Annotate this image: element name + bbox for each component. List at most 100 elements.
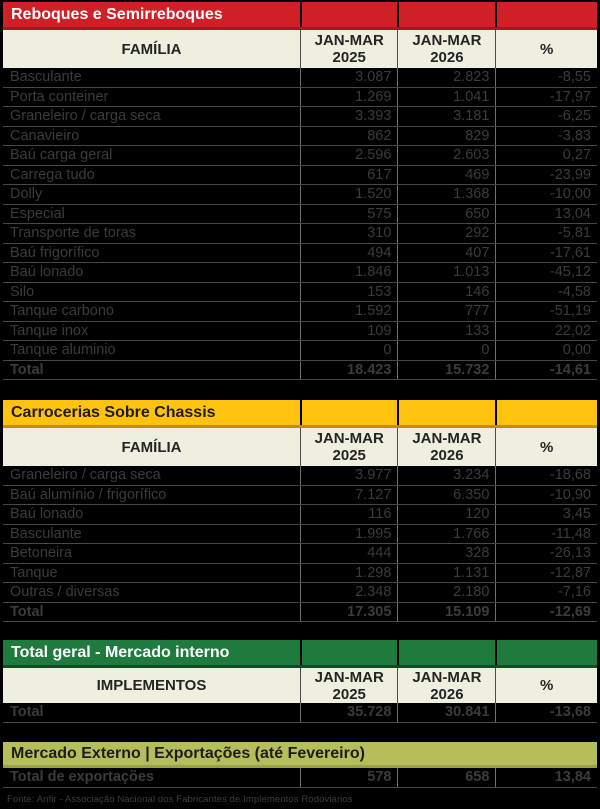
section-gap [3,622,597,640]
jan-mar-2026-column-header: JAN-MAR 2026 [397,428,495,466]
table-row: Outras / diversas 2.348 2.180 -7,16 [3,583,597,603]
value-2026: 650 [397,204,495,223]
value-2026: 328 [397,544,495,563]
section-header-band: Mercado Externo | Exportações (até Fever… [3,741,597,768]
value-percent: -5,81 [495,224,597,243]
table-row: Canavieiro 862 829 -3,83 [3,126,597,146]
table-row: Tanque carbono 1.592 777 -51,19 [3,302,597,322]
value-percent: -45,12 [495,263,597,282]
percent-column-header: % [495,30,597,68]
value-percent: -12,69 [495,602,597,621]
value-percent: 13,84 [495,767,597,787]
value-2025: 109 [300,321,397,340]
value-2025: 1.592 [300,302,397,321]
row-label: Basculante [10,69,82,85]
jan-mar-2026-column-header: JAN-MAR 2026 [397,668,495,703]
table-row: Total 35.728 30.841 -13,68 [3,703,597,723]
value-percent: -4,58 [495,282,597,301]
value-2025: 2.348 [300,583,397,602]
value-2025: 35.728 [300,703,397,722]
value-2026: 2.603 [397,146,495,165]
row-label: Betoneira [10,545,73,561]
value-percent: 0,00 [495,341,597,360]
band-spacer-cell [397,400,495,425]
table-row: Total 17.305 15.109 -12,69 [3,602,597,622]
table-row: Graneleiro / carga seca 3.977 3.234 -18,68 [3,466,597,486]
jan-mar-2025-column-header: JAN-MAR 2025 [300,428,397,466]
table-body: Total 35.728 30.841 -13,68 [3,703,597,723]
row-label: Carrega tudo [10,166,95,183]
value-2025: 862 [300,126,397,145]
value-2026: 146 [397,282,495,301]
table-row: Betoneira 444 328 -26,13 [3,544,597,564]
value-2025: 18.423 [300,360,397,379]
value-2026: 1.766 [397,524,495,543]
table-row: Porta conteiner 1.269 1.041 -17,97 [3,87,597,107]
row-label: Outras / diversas [10,584,120,600]
section-header-band: Reboques e Semirreboques [3,2,597,30]
band-spacer-cell [300,2,397,27]
table-row: Total de exportações 578 658 13,84 [3,767,597,788]
column-header-row: FAMÍLIA JAN-MAR 2025 JAN-MAR 2026 % [3,30,597,68]
value-2025: 1.298 [300,563,397,582]
table-row: Silo 153 146 -4,58 [3,282,597,302]
table-body: Total de exportações 578 658 13,84 [3,767,597,788]
value-2025: 575 [300,204,397,223]
value-percent: 22,02 [495,321,597,340]
value-percent: 0,27 [495,146,597,165]
value-2026: 292 [397,224,495,243]
section-header-band: Carrocerias Sobre Chassis [3,400,597,428]
section-carrocerias-sobre-chassis: Carrocerias Sobre Chassis FAMÍLIA JAN-MA… [3,400,597,622]
value-2025: 7.127 [300,485,397,504]
value-2026: 658 [397,767,495,787]
value-2026: 469 [397,165,495,184]
value-2025: 17.305 [300,602,397,621]
value-2026: 3.234 [397,466,495,485]
row-label: Tanque inox [10,322,89,339]
section-title: Carrocerias Sobre Chassis [11,404,216,421]
section-reboques-e-semirreboques: Reboques e Semirreboques FAMÍLIA JAN-MAR… [3,2,597,380]
value-2025: 444 [300,544,397,563]
row-label: Baú lonado [10,264,84,280]
value-2025: 1.520 [300,185,397,204]
band-spacer-cell [397,2,495,27]
row-label: Baú carga geral [10,147,113,163]
table-body: Basculante 3.087 2.823 -8,55 Porta conteiner… [3,68,597,380]
section-gap [3,380,597,400]
row-label: Tanque [10,564,58,581]
row-label: Porta conteiner [10,88,109,105]
value-percent: -10,00 [495,185,597,204]
family-column-header: FAMÍLIA [121,438,182,456]
value-percent: -10,90 [495,485,597,504]
percent-column-header: % [495,668,597,703]
value-2026: 2.180 [397,583,495,602]
row-label: Total [10,603,44,620]
value-2025: 153 [300,282,397,301]
row-label: Graneleiro / carga seca [10,467,161,483]
value-percent: -18,68 [495,466,597,485]
table-row: Tanque 1.298 1.131 -12,87 [3,563,597,583]
table-row: Baú frigorífico 494 407 -17,61 [3,243,597,263]
value-percent: -23,99 [495,165,597,184]
row-label: Baú lonado [10,506,84,522]
section-mercado-externo-exportacoes: Mercado Externo | Exportações (até Fever… [3,741,597,788]
value-percent: -13,68 [495,703,597,722]
column-header-row: FAMÍLIA JAN-MAR 2025 JAN-MAR 2026 % [3,428,597,466]
table-row: Tanque inox 109 133 22,02 [3,321,597,341]
table-row: Baú lonado 1.846 1.013 -45,12 [3,263,597,283]
value-2025: 3.087 [300,68,397,87]
row-label: Baú alumínio / frigorífico [10,486,167,503]
section-title: Reboques e Semirreboques [11,6,223,23]
source-note: Fonte: Anfir - Associação Nacional dos F… [7,793,353,805]
value-percent: -8,55 [495,68,597,87]
value-2026: 15.109 [397,602,495,621]
value-2025: 310 [300,224,397,243]
value-2026: 30.841 [397,703,495,722]
value-2026: 3.181 [397,107,495,126]
value-percent: -7,16 [495,583,597,602]
table-row: Carrega tudo 617 469 -23,99 [3,165,597,185]
value-2025: 1.846 [300,263,397,282]
row-label: Baú frigorífico [10,244,100,261]
table-row: Transporte de toras 310 292 -5,81 [3,224,597,244]
